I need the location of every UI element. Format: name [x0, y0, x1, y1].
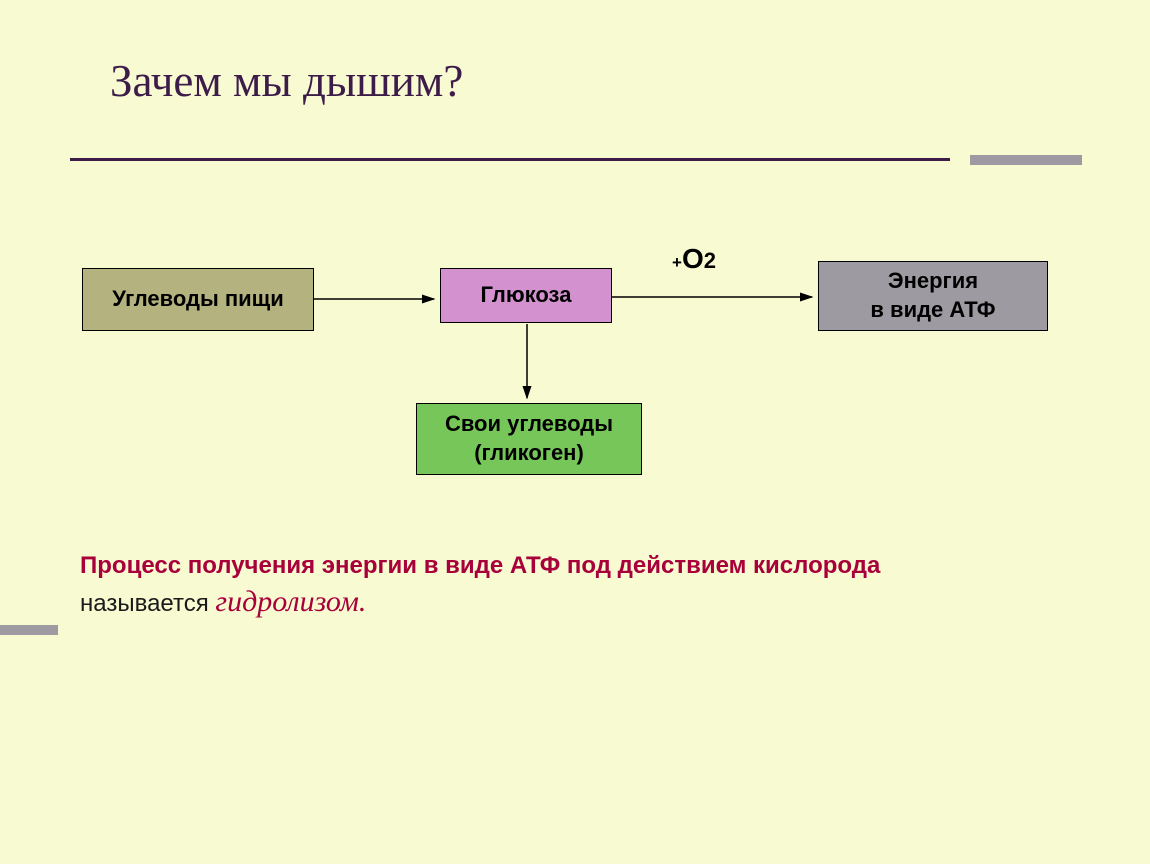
o2-prefix: + — [672, 253, 682, 272]
node-glucose: Глюкоза — [440, 268, 612, 323]
slide-title: Зачем мы дышим? — [110, 55, 463, 107]
caption-part-2: называется — [80, 590, 215, 617]
divider-accent-top — [970, 155, 1082, 165]
node-label-line2: в виде АТФ — [870, 296, 995, 325]
node-carbs-food: Углеводы пищи — [82, 268, 314, 331]
node-glycogen: Свои углеводы (гликоген) — [416, 403, 642, 475]
caption-part-1: Процесс получения энергии в виде АТФ под… — [80, 552, 880, 579]
node-label-line1: Энергия — [888, 267, 978, 296]
node-energy-atp: Энергия в виде АТФ — [818, 261, 1048, 331]
caption-part-3: гидролизом. — [215, 585, 366, 618]
node-label-line1: Свои углеводы — [445, 410, 613, 439]
o2-sub: 2 — [704, 248, 716, 273]
node-label: Углеводы пищи — [112, 285, 284, 314]
title-divider — [70, 158, 950, 161]
slide-caption: Процесс получения энергии в виде АТФ под… — [80, 550, 1080, 623]
node-label-line2: (гликоген) — [474, 439, 584, 468]
annotation-o2: +О2 — [672, 243, 716, 275]
o2-main: О — [682, 243, 704, 274]
divider-accent-left — [0, 625, 58, 635]
node-label: Глюкоза — [481, 281, 572, 310]
